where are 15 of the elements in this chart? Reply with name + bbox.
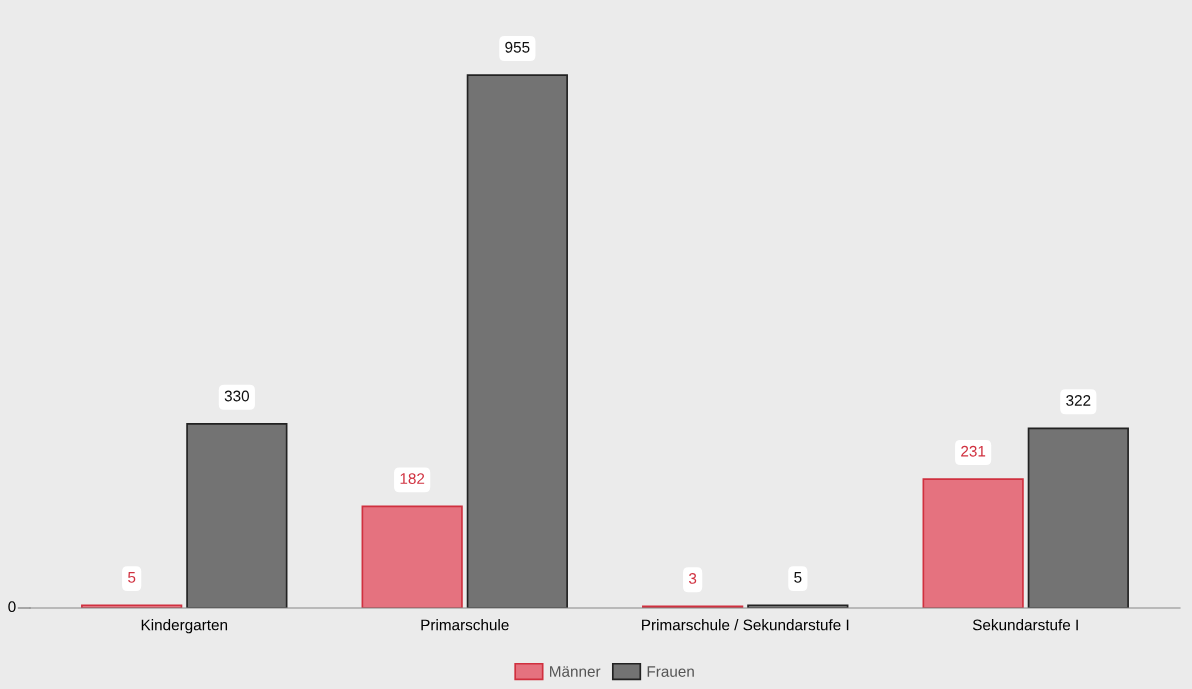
data-label: 231 (961, 445, 986, 457)
x-tick-label: Primarschule (421, 619, 509, 631)
legend-label: Männer (550, 666, 601, 677)
x-tick-label: Kindergarten (141, 619, 228, 634)
legend-label: Frauen (647, 666, 694, 677)
x-tick-label: Sekundarstufe I (972, 619, 1078, 631)
data-label: 182 (400, 473, 425, 484)
data-label: 322 (1066, 395, 1091, 406)
data-label: 955 (505, 41, 530, 53)
data-label: 5 (128, 572, 136, 583)
data-label: 330 (224, 390, 250, 402)
x-tick-label: Primarschule / Sekundarstufe I (642, 619, 849, 631)
data-label: 3 (688, 573, 697, 584)
text: 0 (8, 601, 16, 613)
data-label: 5 (794, 572, 802, 583)
